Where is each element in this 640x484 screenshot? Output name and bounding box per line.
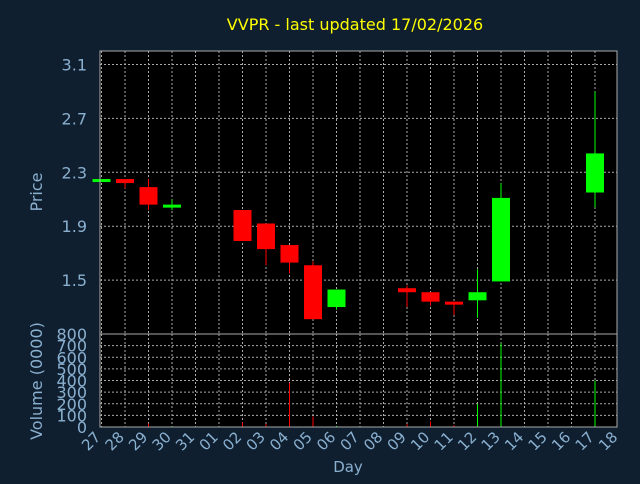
- candle-body: [163, 204, 181, 208]
- volume-axis-label: Volume (0000): [27, 322, 46, 440]
- candle-body: [468, 292, 487, 301]
- volume-panel-border: [99, 333, 618, 428]
- candle-body: [116, 179, 134, 184]
- candle-body: [327, 289, 346, 308]
- candle-body: [139, 187, 158, 205]
- candle-body: [492, 197, 510, 282]
- price-plot-area: [100, 51, 617, 334]
- x-axis: 2728293031010203040506070809101112131415…: [78, 428, 621, 454]
- volume-plot-area: [100, 334, 617, 427]
- volume-tick-label: 0: [77, 418, 87, 437]
- candle-body: [257, 223, 275, 250]
- price-panel: 1.5 1.9 2.3 2.7 3.1: [62, 50, 618, 335]
- x-axis-label: Day: [333, 458, 363, 476]
- volume-tick-label: 700: [56, 337, 87, 356]
- candle-body: [92, 179, 111, 183]
- volume-tick-label: 500: [56, 360, 87, 379]
- volume-tick-label: 200: [56, 395, 87, 414]
- volume-tick-label: 800: [56, 325, 87, 344]
- candle-body: [280, 245, 299, 263]
- price-tick-label: 1.9: [62, 217, 87, 236]
- price-axis-label: Price: [27, 172, 46, 211]
- price-tick-label: 3.1: [62, 55, 87, 74]
- volume-tick-label: 400: [56, 372, 87, 391]
- price-tick-label: 2.3: [62, 163, 87, 182]
- volume-tick-label: 300: [56, 383, 87, 402]
- candle-body: [304, 265, 322, 320]
- price-tick-label: 2.7: [62, 109, 87, 128]
- candle-body: [421, 292, 440, 302]
- volume-tick-label: 600: [56, 348, 87, 367]
- candle-body: [586, 153, 604, 193]
- candle-body: [233, 210, 252, 242]
- chart-title: VVPR - last updated 17/02/2026: [227, 15, 483, 34]
- candle-body: [445, 301, 463, 305]
- candle-body: [398, 288, 416, 293]
- price-tick-label: 1.5: [62, 271, 87, 290]
- volume-tick-label: 100: [56, 406, 87, 425]
